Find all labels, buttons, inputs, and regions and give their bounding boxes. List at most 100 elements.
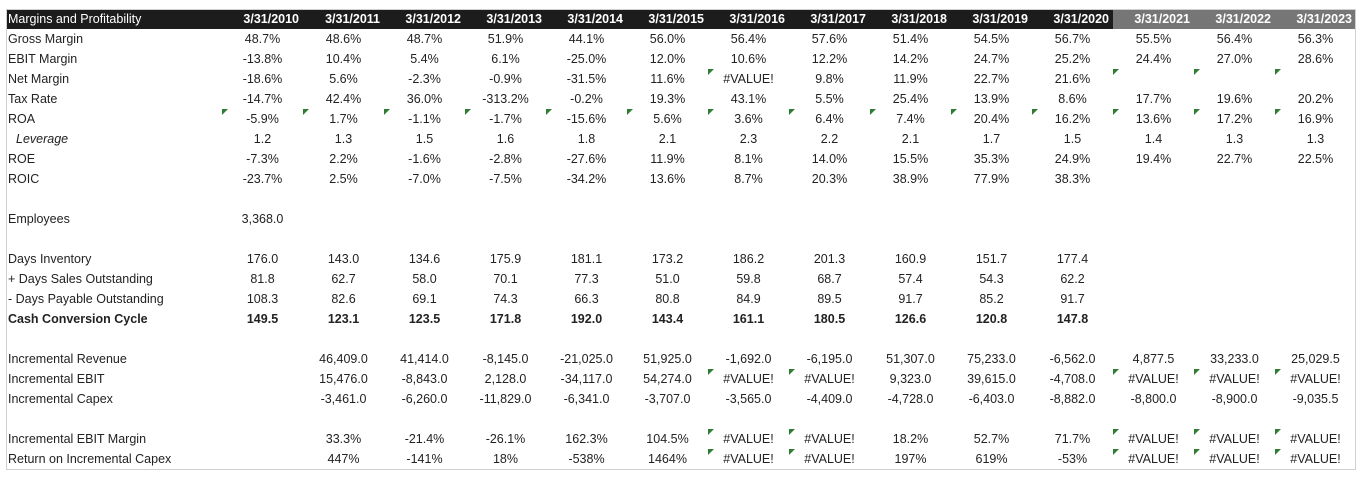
value-cell[interactable]: 12.0% [649,52,686,66]
value-cell[interactable]: 11.9% [650,152,685,166]
value-cell[interactable]: 57.4 [898,272,923,286]
value-cell[interactable] [222,229,303,249]
row-label[interactable]: Tax Rate [8,92,58,106]
value-cell[interactable]: -3,461.0 [320,392,367,406]
row-label[interactable]: Cash Conversion Cycle [8,312,148,326]
header-date-cell[interactable]: 3/31/2011 [303,9,384,29]
value-cell[interactable]: 62.2 [1060,272,1085,286]
value-cell[interactable]: -23.7% [242,172,283,186]
value-cell[interactable] [1194,189,1275,209]
value-cell[interactable]: 18.2% [892,432,929,446]
value-cell[interactable]: 2.1 [901,132,920,146]
value-cell[interactable] [627,209,708,229]
value-cell[interactable]: -27.6% [566,152,607,166]
value-cell[interactable] [222,429,303,449]
value-cell[interactable]: 120.8 [975,312,1008,326]
value-cell[interactable]: -4,409.0 [806,392,853,406]
value-cell[interactable] [1113,209,1194,229]
value-cell[interactable]: 16.9% [1275,109,1356,129]
value-cell[interactable]: 108.3 [246,292,279,306]
header-date-cell[interactable]: 3/31/2020 [1032,9,1113,29]
value-cell[interactable]: 1.5 [415,132,434,146]
value-cell[interactable]: 22.7% [1216,152,1253,166]
value-cell[interactable]: -21.4% [404,432,445,446]
value-cell[interactable]: 1.4 [1144,132,1163,146]
value-cell[interactable] [303,229,384,249]
value-cell[interactable]: -1,692.0 [725,352,772,366]
value-cell[interactable]: 147.8 [1056,312,1089,326]
value-cell[interactable]: 447% [327,452,360,466]
value-cell[interactable]: #VALUE! [789,369,870,389]
value-cell[interactable]: -34,117.0 [560,372,613,386]
row-label[interactable]: Incremental EBIT [8,372,105,386]
value-cell[interactable]: 14.2% [892,52,929,66]
value-cell[interactable] [1113,269,1194,289]
value-cell[interactable]: 55.5% [1135,32,1172,46]
value-cell[interactable]: 2.3 [739,132,758,146]
value-cell[interactable]: -8,882.0 [1049,392,1096,406]
header-date-cell[interactable]: 3/31/2019 [951,9,1032,29]
row-label[interactable]: + Days Sales Outstanding [8,272,153,286]
value-cell[interactable]: 44.1% [568,32,605,46]
value-cell[interactable]: 54.5% [973,32,1010,46]
value-cell[interactable]: 180.5 [813,312,846,326]
header-date-cell[interactable]: 3/31/2017 [789,9,870,29]
row-label[interactable]: Gross Margin [8,32,84,46]
row-label[interactable]: ROIC [8,172,40,186]
value-cell[interactable]: 104.5% [646,432,689,446]
row-label[interactable]: Leverage [16,132,69,146]
value-cell[interactable]: 1.5 [1063,132,1082,146]
value-cell[interactable] [222,329,303,349]
header-projected-date-cell[interactable]: 3/31/2021 [1113,9,1194,29]
value-cell[interactable]: 85.2 [979,292,1004,306]
value-cell[interactable]: 57.6% [811,32,848,46]
value-cell[interactable] [1275,329,1356,349]
value-cell[interactable] [1275,289,1356,309]
value-cell[interactable] [1032,229,1113,249]
value-cell[interactable]: -7.3% [246,152,279,166]
row-label[interactable] [6,189,222,209]
value-cell[interactable]: 81.8 [250,272,275,286]
value-cell[interactable] [951,189,1032,209]
row-label[interactable]: ROE [8,152,36,166]
value-cell[interactable]: 36.0% [406,92,443,106]
value-cell[interactable]: 3.6% [708,109,789,129]
value-cell[interactable] [303,329,384,349]
value-cell[interactable]: 20.3% [811,172,848,186]
value-cell[interactable]: 8.1% [734,152,763,166]
value-cell[interactable]: 143.0 [327,252,360,266]
value-cell[interactable] [546,209,627,229]
value-cell[interactable] [1113,329,1194,349]
value-cell[interactable] [870,409,951,429]
header-date-cell[interactable]: 3/31/2010 [222,9,303,29]
row-label[interactable]: Employees [8,212,70,226]
value-cell[interactable]: 20.4% [951,109,1032,129]
value-cell[interactable]: 24.4% [1135,52,1172,66]
value-cell[interactable]: 43.1% [730,92,767,106]
value-cell[interactable]: 25,029.5 [1291,352,1340,366]
value-cell[interactable]: 35.3% [973,152,1010,166]
value-cell[interactable]: -31.5% [566,72,607,86]
value-cell[interactable] [708,229,789,249]
value-cell[interactable]: 13.6% [649,172,686,186]
value-cell[interactable]: -3,565.0 [725,392,772,406]
header-projected-date-cell[interactable]: 3/31/2022 [1194,9,1275,29]
value-cell[interactable]: -538% [568,452,605,466]
value-cell[interactable]: -9,035.5 [1292,392,1339,406]
value-cell[interactable]: 56.0% [649,32,686,46]
header-date-cell[interactable]: 3/31/2014 [546,9,627,29]
value-cell[interactable] [870,229,951,249]
value-cell[interactable]: #VALUE! [708,69,789,89]
header-date-cell[interactable]: 3/31/2018 [870,9,951,29]
value-cell[interactable]: 171.8 [489,312,522,326]
value-cell[interactable] [1194,269,1275,289]
value-cell[interactable]: 5.6% [329,72,358,86]
value-cell[interactable]: 1.7 [982,132,1001,146]
value-cell[interactable]: 160.9 [894,252,927,266]
value-cell[interactable]: 9,323.0 [889,372,932,386]
value-cell[interactable]: -1.1% [384,109,465,129]
value-cell[interactable]: 6.1% [491,52,520,66]
value-cell[interactable]: 66.3 [574,292,599,306]
value-cell[interactable] [1113,189,1194,209]
value-cell[interactable]: 52.7% [973,432,1010,446]
